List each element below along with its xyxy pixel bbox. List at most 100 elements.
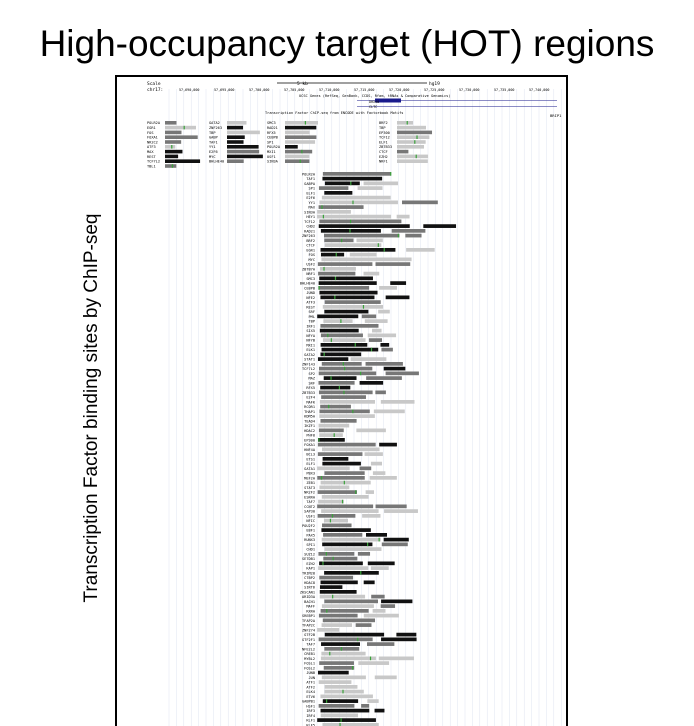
tf-label: TBP	[379, 126, 386, 130]
tf-label: MYC	[209, 155, 216, 159]
binding-site-peak	[318, 637, 373, 642]
coordinate-label: 57,730,000	[459, 88, 479, 92]
tf-label: ETV6	[306, 695, 315, 699]
binding-site-peak	[370, 461, 382, 466]
tf-label: FOS	[309, 253, 316, 257]
tf-label: MXI1	[306, 343, 315, 347]
tf-label: TCF12	[304, 220, 315, 224]
factorbook-motif	[326, 609, 328, 613]
factorbook-motif	[304, 121, 306, 125]
assembly-label: hg19	[429, 81, 440, 87]
binding-site-peak	[165, 130, 182, 135]
tf-label: ZKSCAN1	[300, 590, 315, 594]
binding-site-peak	[324, 309, 369, 314]
binding-site-peak	[165, 125, 196, 130]
tf-label: EGR1	[306, 248, 315, 252]
binding-site-peak	[324, 689, 364, 694]
binding-site-peak	[374, 675, 397, 680]
binding-site-peak	[319, 267, 356, 271]
tf-label: SREBP1	[302, 614, 315, 618]
binding-site-peak	[318, 381, 355, 385]
binding-site-peak	[165, 145, 176, 149]
tf-label: CTBP2	[304, 576, 315, 580]
tf-label: FOXA1	[304, 443, 315, 447]
factorbook-motif	[318, 286, 320, 290]
binding-site-peak	[321, 257, 412, 262]
binding-site-peak	[364, 319, 388, 323]
tf-label: EP300	[379, 131, 390, 135]
binding-site-peak	[227, 154, 263, 159]
tf-label: SMC3	[267, 121, 276, 125]
binding-site-peak	[397, 149, 409, 154]
tf-label: NFIC	[306, 519, 315, 523]
binding-site-peak	[165, 135, 198, 139]
binding-site-peak	[323, 556, 358, 561]
binding-site-peak	[317, 214, 392, 219]
tf-label: ATF3	[306, 301, 315, 305]
binding-site-peak	[381, 542, 408, 547]
tf-label: RFX5	[306, 386, 315, 390]
factorbook-motif	[318, 438, 320, 442]
tf-label: IKZF1	[304, 424, 315, 428]
factorbook-motif	[340, 718, 342, 722]
binding-site-peak	[405, 233, 422, 238]
binding-site-peak	[363, 271, 380, 276]
factorbook-motif	[320, 476, 323, 480]
tf-label: USF1	[306, 514, 315, 518]
tf-label: RAD21	[304, 229, 315, 233]
tf-label: GABPA	[304, 182, 316, 186]
binding-site-peak	[320, 609, 369, 613]
tf-label: FOS	[147, 131, 154, 135]
binding-site-peak	[324, 599, 378, 604]
tf-label: PBX3	[306, 472, 315, 476]
tf-label: CTCF	[306, 244, 315, 248]
binding-site-peak	[319, 585, 343, 589]
tf-label: KAP1	[306, 567, 315, 571]
tf-label: SP1	[309, 187, 316, 191]
binding-site-peak	[319, 409, 370, 414]
binding-site-peak	[321, 395, 366, 399]
binding-site-peak	[321, 347, 379, 352]
tf-label: STAT1	[304, 358, 315, 362]
tf-label: TBP	[309, 320, 316, 324]
tf-label: TAF1	[209, 140, 218, 144]
binding-site-peak	[165, 140, 182, 144]
tf-label: IRF4	[306, 714, 315, 718]
genome-browser-screenshot: Scale 5 kb hg19 chr17: 57,690,000 57,695,…	[115, 75, 568, 726]
tf-label: MEF2A	[304, 476, 316, 480]
factorbook-motif	[415, 154, 417, 159]
binding-site-peak	[318, 224, 410, 228]
binding-site-peak	[319, 594, 366, 599]
tf-label: BACH1	[304, 600, 315, 604]
tf-label: BCL3	[306, 453, 315, 457]
binding-site-peak	[319, 400, 376, 404]
tf-label: JUN	[309, 676, 316, 680]
tf-label: ZBTB7A	[302, 267, 316, 271]
factorbook-motif	[406, 121, 408, 125]
factorbook-motif	[329, 651, 331, 656]
factorbook-motif	[349, 219, 352, 224]
tf-label: TCF7L2	[147, 160, 160, 164]
tf-label: PML	[309, 315, 316, 319]
binding-site-peak	[370, 566, 389, 570]
binding-site-peak	[324, 547, 382, 551]
factorbook-motif	[333, 433, 335, 437]
binding-site-peak	[359, 466, 372, 471]
tf-label: YY1	[309, 201, 316, 205]
binding-site-peak	[396, 214, 410, 219]
binding-site-peak	[379, 286, 397, 290]
binding-site-peak	[390, 281, 407, 285]
binding-site-peak	[321, 651, 366, 656]
factorbook-motif	[357, 637, 359, 642]
binding-site-peak	[318, 186, 349, 190]
tf-label: RFX5	[267, 131, 276, 135]
binding-site-peak	[285, 135, 317, 139]
binding-site-peak	[324, 571, 379, 575]
binding-site-peak	[363, 613, 399, 618]
binding-site-peak	[322, 338, 366, 342]
binding-site-peak	[397, 125, 426, 130]
factorbook-motif	[416, 135, 418, 139]
binding-site-peak	[384, 509, 418, 513]
binding-site-peak	[369, 476, 397, 480]
tf-label: ZNF263	[302, 234, 315, 238]
